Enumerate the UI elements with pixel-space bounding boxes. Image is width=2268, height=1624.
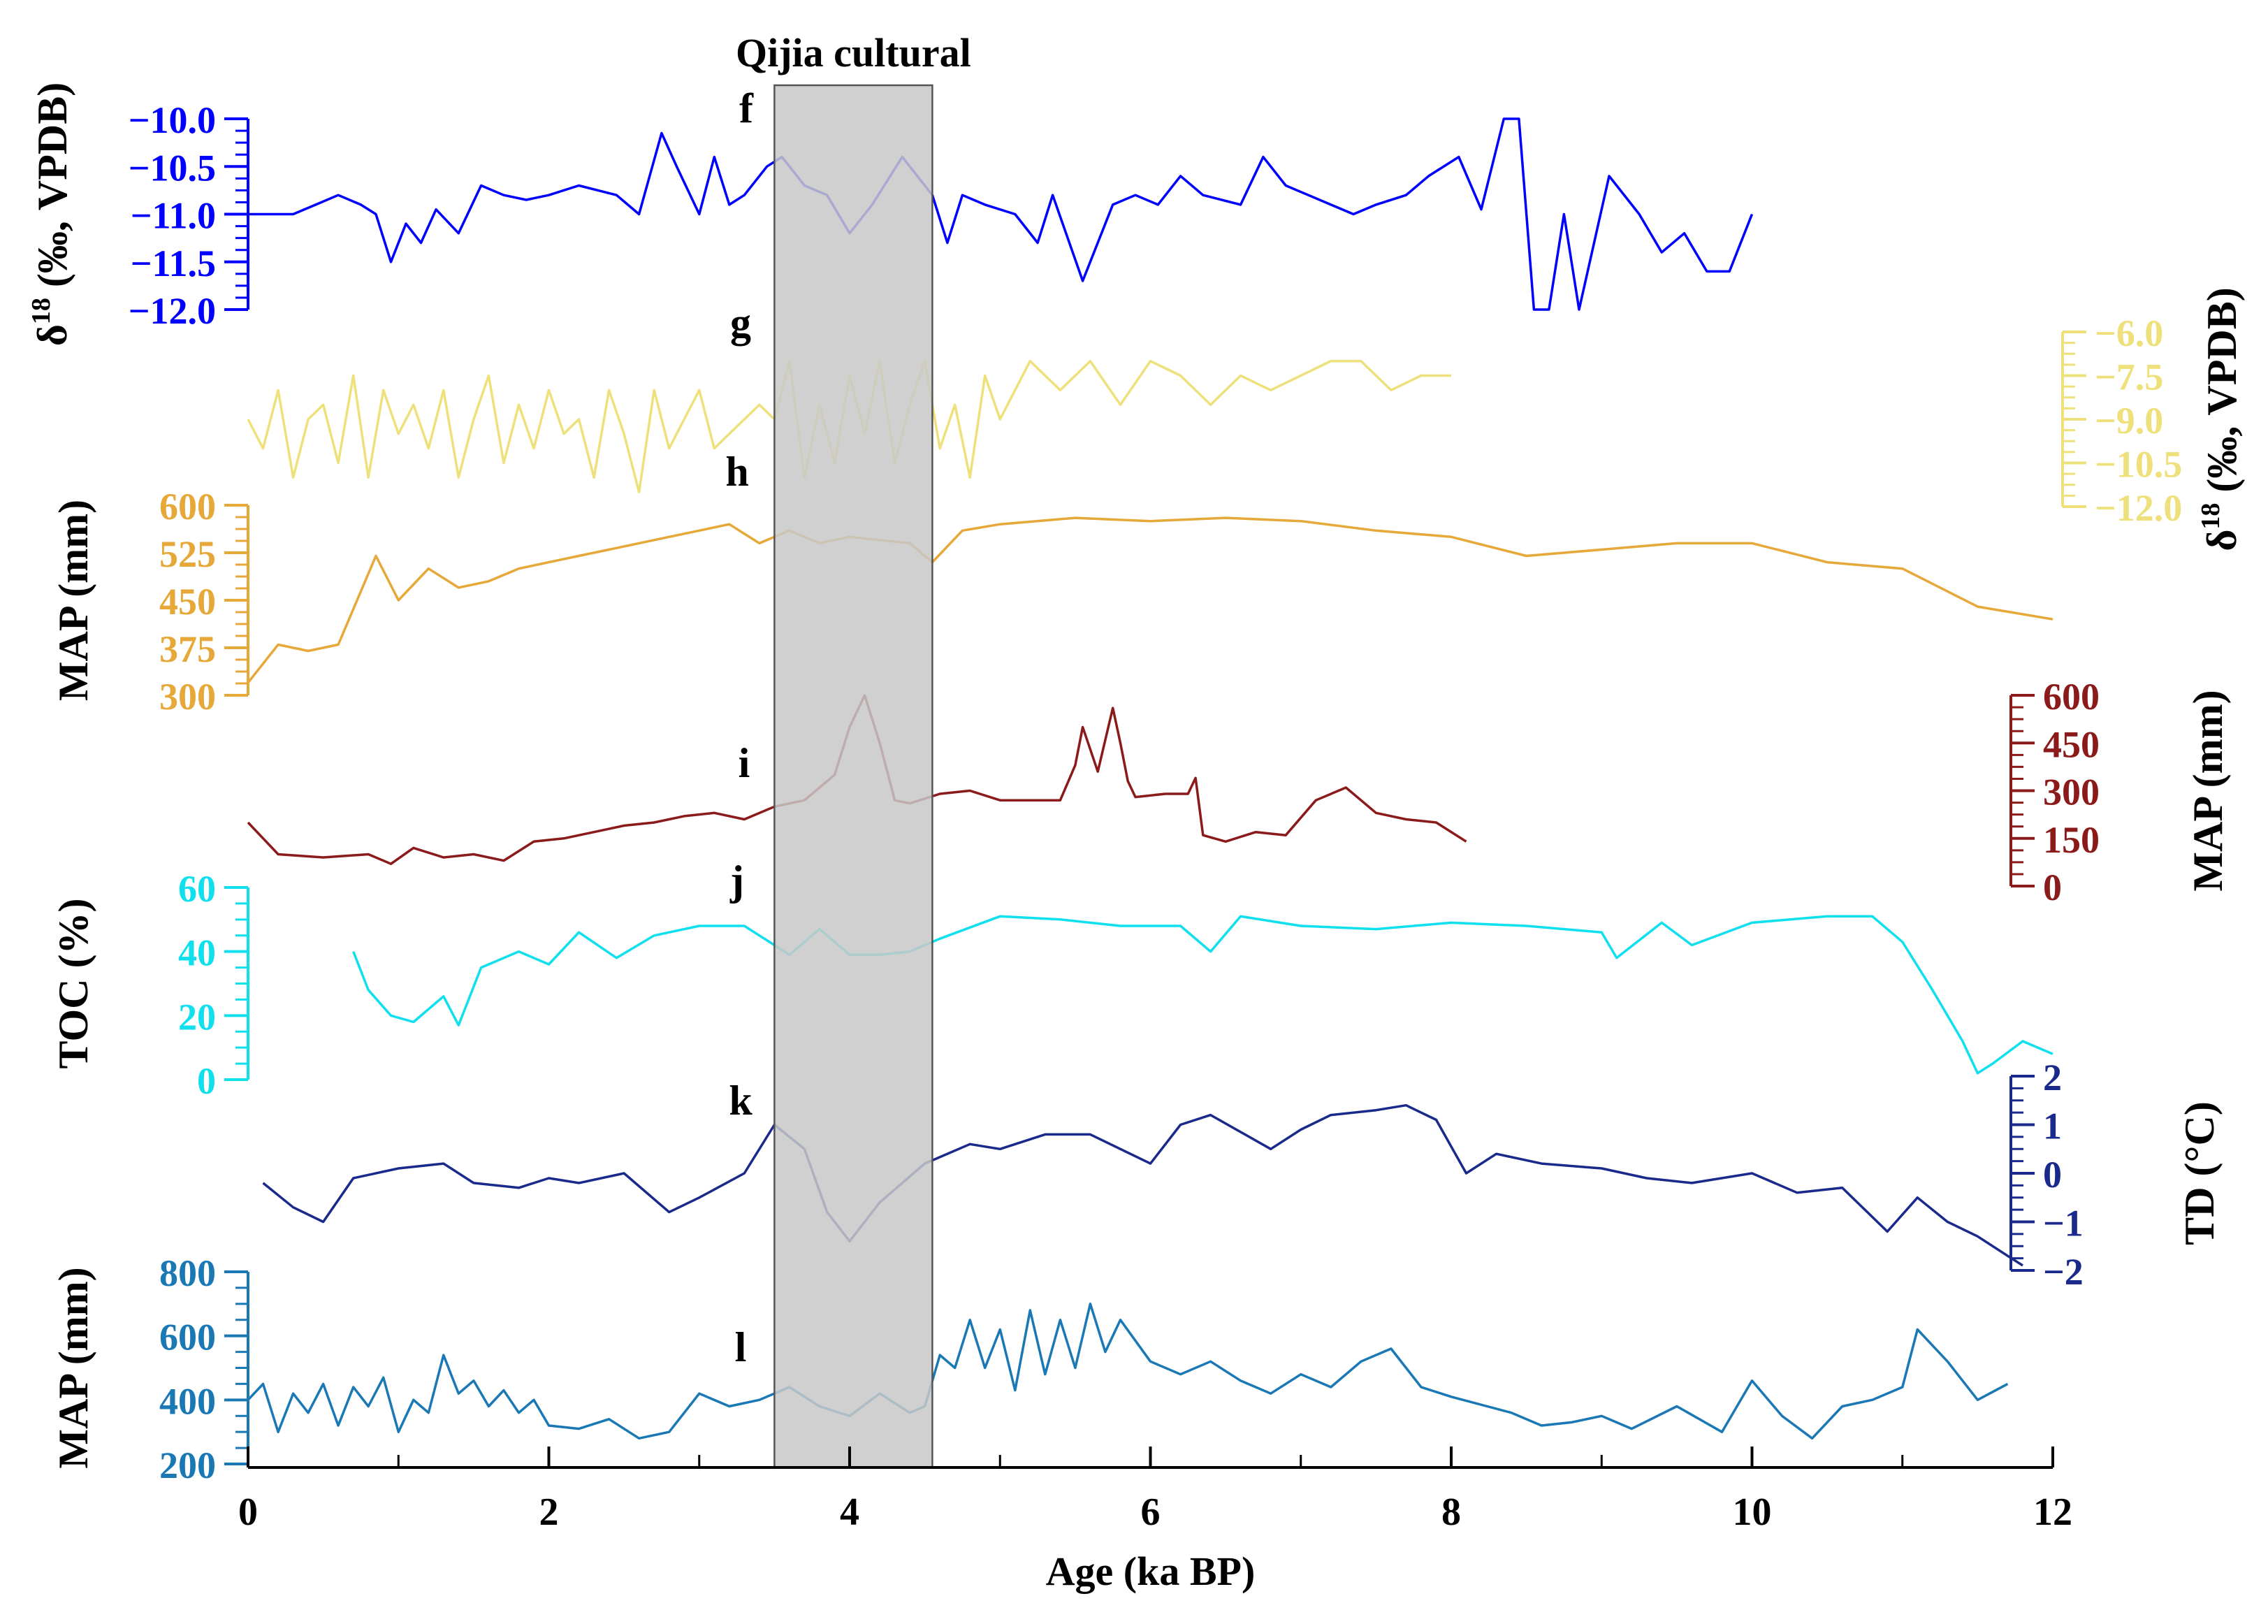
panel-label-l: l — [735, 1324, 747, 1370]
panel-label-k: k — [729, 1078, 753, 1124]
y-axis-label-base-f: δ — [29, 324, 75, 346]
y-axis-label-j: TOC (%) — [50, 899, 96, 1069]
panel-label-f: f — [739, 85, 754, 131]
y-tick-label-f: −10.0 — [129, 99, 216, 141]
y-tick-label-k: 0 — [2043, 1154, 2062, 1196]
x-tick-label: 10 — [1733, 1491, 1772, 1534]
y-tick-label-f: −10.5 — [129, 147, 216, 189]
y-axis-label-rest-f: (‰, VPDB) — [29, 82, 75, 298]
y-tick-label-l: 200 — [159, 1444, 216, 1486]
x-axis-ticks: 0 2 4 6 8 10 12 — [238, 1447, 2072, 1534]
panel-j: 0 20 40 60 TOC (%) j — [50, 857, 2053, 1102]
y-tick-label-k: 1 — [2043, 1105, 2062, 1147]
y-tick-label-j: 40 — [178, 932, 216, 974]
y-axis-label-h: MAP (mm) — [50, 500, 96, 701]
chart-title: Qijia cultural — [736, 30, 971, 75]
y-axis-label-sup-f: 18 — [27, 298, 56, 324]
panel-g: −6.0−7.5−9.0−10.5−12.0 δ18 (‰, VPDB) g — [247, 287, 2245, 551]
y-tick-label-f: −12.0 — [129, 290, 216, 332]
y-tick-label-h: 450 — [159, 581, 216, 623]
y-tick-label-i: 150 — [2043, 819, 2100, 861]
y-axis-label-k: TD (°C) — [2176, 1101, 2223, 1245]
y-tick-label-g: −9.0 — [2095, 400, 2163, 442]
y-axis-label-sup-g: 18 — [2196, 503, 2225, 530]
series-line-k — [262, 1103, 2023, 1267]
y-tick-label-k: −2 — [2043, 1251, 2084, 1293]
panel-label-g: g — [730, 300, 751, 346]
x-axis: 0 2 4 6 8 10 12 Age (ka BP) — [238, 1447, 2072, 1594]
y-tick-label-f: −11.5 — [131, 242, 216, 284]
y-axis-label-f: δ18 (‰, VPDB) — [27, 82, 75, 346]
y-tick-label-j: 20 — [178, 996, 216, 1038]
y-tick-label-h: 600 — [159, 486, 216, 528]
y-tick-label-g: −7.5 — [2095, 356, 2163, 398]
x-tick-label: 6 — [1141, 1491, 1161, 1534]
panel-i: 0 150 300 450 600 MAP (mm) i — [247, 676, 2231, 908]
panel-l: 200 400 600 800 MAP (mm) l — [50, 1252, 2009, 1486]
y-tick-label-i: 300 — [2043, 771, 2100, 813]
y-axis-label-l: MAP (mm) — [50, 1267, 96, 1468]
series-line-j — [352, 915, 2053, 1075]
x-axis-label: Age (ka BP) — [1046, 1549, 1256, 1594]
y-tick-label-j: 0 — [197, 1060, 216, 1102]
y-tick-label-k: 2 — [2043, 1057, 2062, 1099]
x-tick-label: 8 — [1441, 1491, 1461, 1534]
x-tick-label: 4 — [840, 1491, 859, 1534]
y-tick-label-h: 525 — [159, 533, 216, 575]
y-tick-label-l: 600 — [159, 1317, 216, 1358]
series-line-l — [247, 1303, 2009, 1440]
y-tick-label-g: −12.0 — [2095, 487, 2182, 529]
y-tick-label-l: 400 — [159, 1380, 216, 1422]
y-tick-label-i: 0 — [2043, 867, 2062, 908]
y-axis-label-g: δ18 (‰, VPDB) — [2196, 287, 2245, 551]
y-tick-label-f: −11.0 — [131, 195, 216, 237]
qijia-cultural-band — [773, 84, 933, 1469]
x-tick-label: 12 — [2033, 1491, 2072, 1534]
series-line-g — [247, 359, 1451, 493]
y-tick-label-j: 60 — [178, 868, 216, 910]
y-axis-label-rest-g: (‰, VPDB) — [2199, 287, 2245, 502]
panel-label-h: h — [725, 449, 748, 495]
panel-h: 300 375 450 525 600 MAP (mm) h — [50, 449, 2053, 718]
x-tick-label: 0 — [238, 1491, 258, 1534]
y-tick-label-g: −6.0 — [2095, 312, 2163, 354]
y-tick-label-h: 300 — [159, 676, 216, 718]
y-tick-label-g: −10.5 — [2095, 444, 2182, 486]
y-tick-label-l: 800 — [159, 1252, 216, 1294]
y-axis-label-base-g: δ — [2199, 530, 2245, 551]
y-tick-label-i: 600 — [2043, 676, 2100, 718]
y-axis-label-i: MAP (mm) — [2185, 690, 2231, 891]
y-tick-label-k: −1 — [2043, 1203, 2084, 1245]
x-tick-label: 2 — [539, 1491, 559, 1534]
panel-k: −2 −1 0 1 2 TD (°C) k — [262, 1057, 2223, 1293]
panel-label-i: i — [739, 740, 750, 786]
series-line-f — [248, 117, 1754, 311]
y-tick-label-h: 375 — [159, 628, 216, 670]
panel-label-j: j — [729, 857, 744, 904]
panel-f: −10.0 −10.5 −11.0 −11.5 −12.0 δ18 (‰, VPDB) f — [27, 82, 1754, 346]
y-tick-label-i: 450 — [2043, 723, 2100, 765]
